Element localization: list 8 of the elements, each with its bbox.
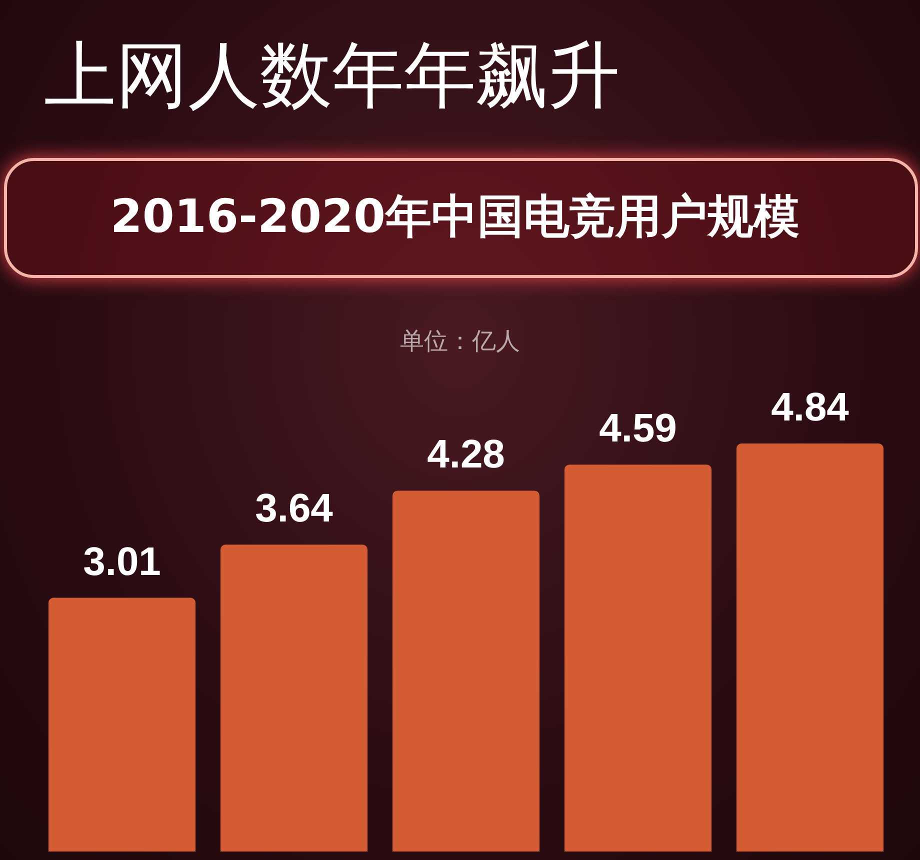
data-label: 4.28	[427, 432, 505, 477]
text: 单位：亿人	[399, 326, 521, 357]
data-label: 4.59	[599, 406, 677, 451]
chart-subtitle: 2016-2020年中国电竞用户规模	[109, 188, 801, 245]
data-label: 4.84	[771, 386, 850, 430]
data-label: 3.01	[83, 540, 161, 584]
chart-title: 上网人数年年飙升	[44, 32, 620, 119]
data-label: 3.64	[255, 486, 334, 531]
